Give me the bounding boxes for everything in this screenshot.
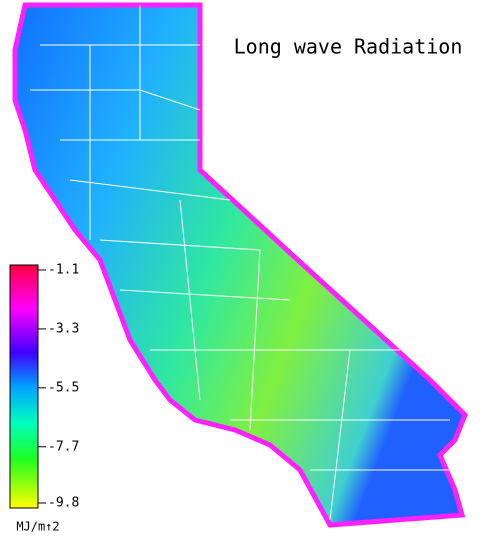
county-lines <box>30 5 460 521</box>
color-bar-tick-label: -5.5 <box>48 380 79 395</box>
color-bar-tick-label: -7.7 <box>48 439 79 454</box>
color-bar-tick-label: -3.3 <box>48 321 79 336</box>
california-map <box>12 2 468 528</box>
legend-unit: MJ/m↑2 <box>16 520 59 534</box>
color-bar-tick-label: -1.1 <box>48 263 79 278</box>
color-bar <box>9 264 39 509</box>
map-title: Long wave Radiation <box>234 35 463 59</box>
color-bar-tick-label: -9.8 <box>48 496 79 511</box>
